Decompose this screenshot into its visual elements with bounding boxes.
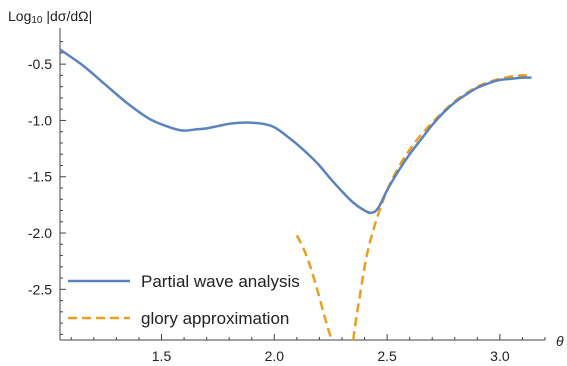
- legend-label-glory: glory approximation: [141, 309, 289, 328]
- series-line-glory: [295, 234, 334, 340]
- y-tick-label: -0.5: [28, 56, 52, 72]
- legend: Partial wave analysis glory approximatio…: [68, 272, 300, 328]
- y-axis-label-subscript: 10: [31, 15, 43, 26]
- y-axis-label-quantity: |dσ/dΩ|: [42, 8, 92, 24]
- y-axis-label: Log10 |dσ/dΩ|: [8, 8, 92, 26]
- y-axis-label-log: Log: [8, 8, 31, 24]
- x-tick-label: 2.5: [377, 348, 397, 364]
- series-line-glory: [352, 74, 532, 340]
- series-line-partial-wave: [60, 48, 532, 215]
- x-tick-label: 1.5: [152, 348, 172, 364]
- x-tick-label: 3.0: [490, 348, 510, 364]
- series-layer: [60, 48, 532, 340]
- axes: 1.5 2.0 2.5 3.0 -0.5 -1.0 -1.5 -2.0 -2.5: [28, 28, 546, 364]
- x-tick-label: 2.0: [265, 348, 285, 364]
- y-tick-label: -2.5: [28, 281, 52, 297]
- y-tick-label: -2.0: [28, 225, 52, 241]
- legend-label-partial-wave: Partial wave analysis: [141, 272, 300, 291]
- y-tick-label: -1.5: [28, 169, 52, 185]
- y-tick-label: -1.0: [28, 112, 52, 128]
- x-axis-label: θ: [556, 333, 564, 349]
